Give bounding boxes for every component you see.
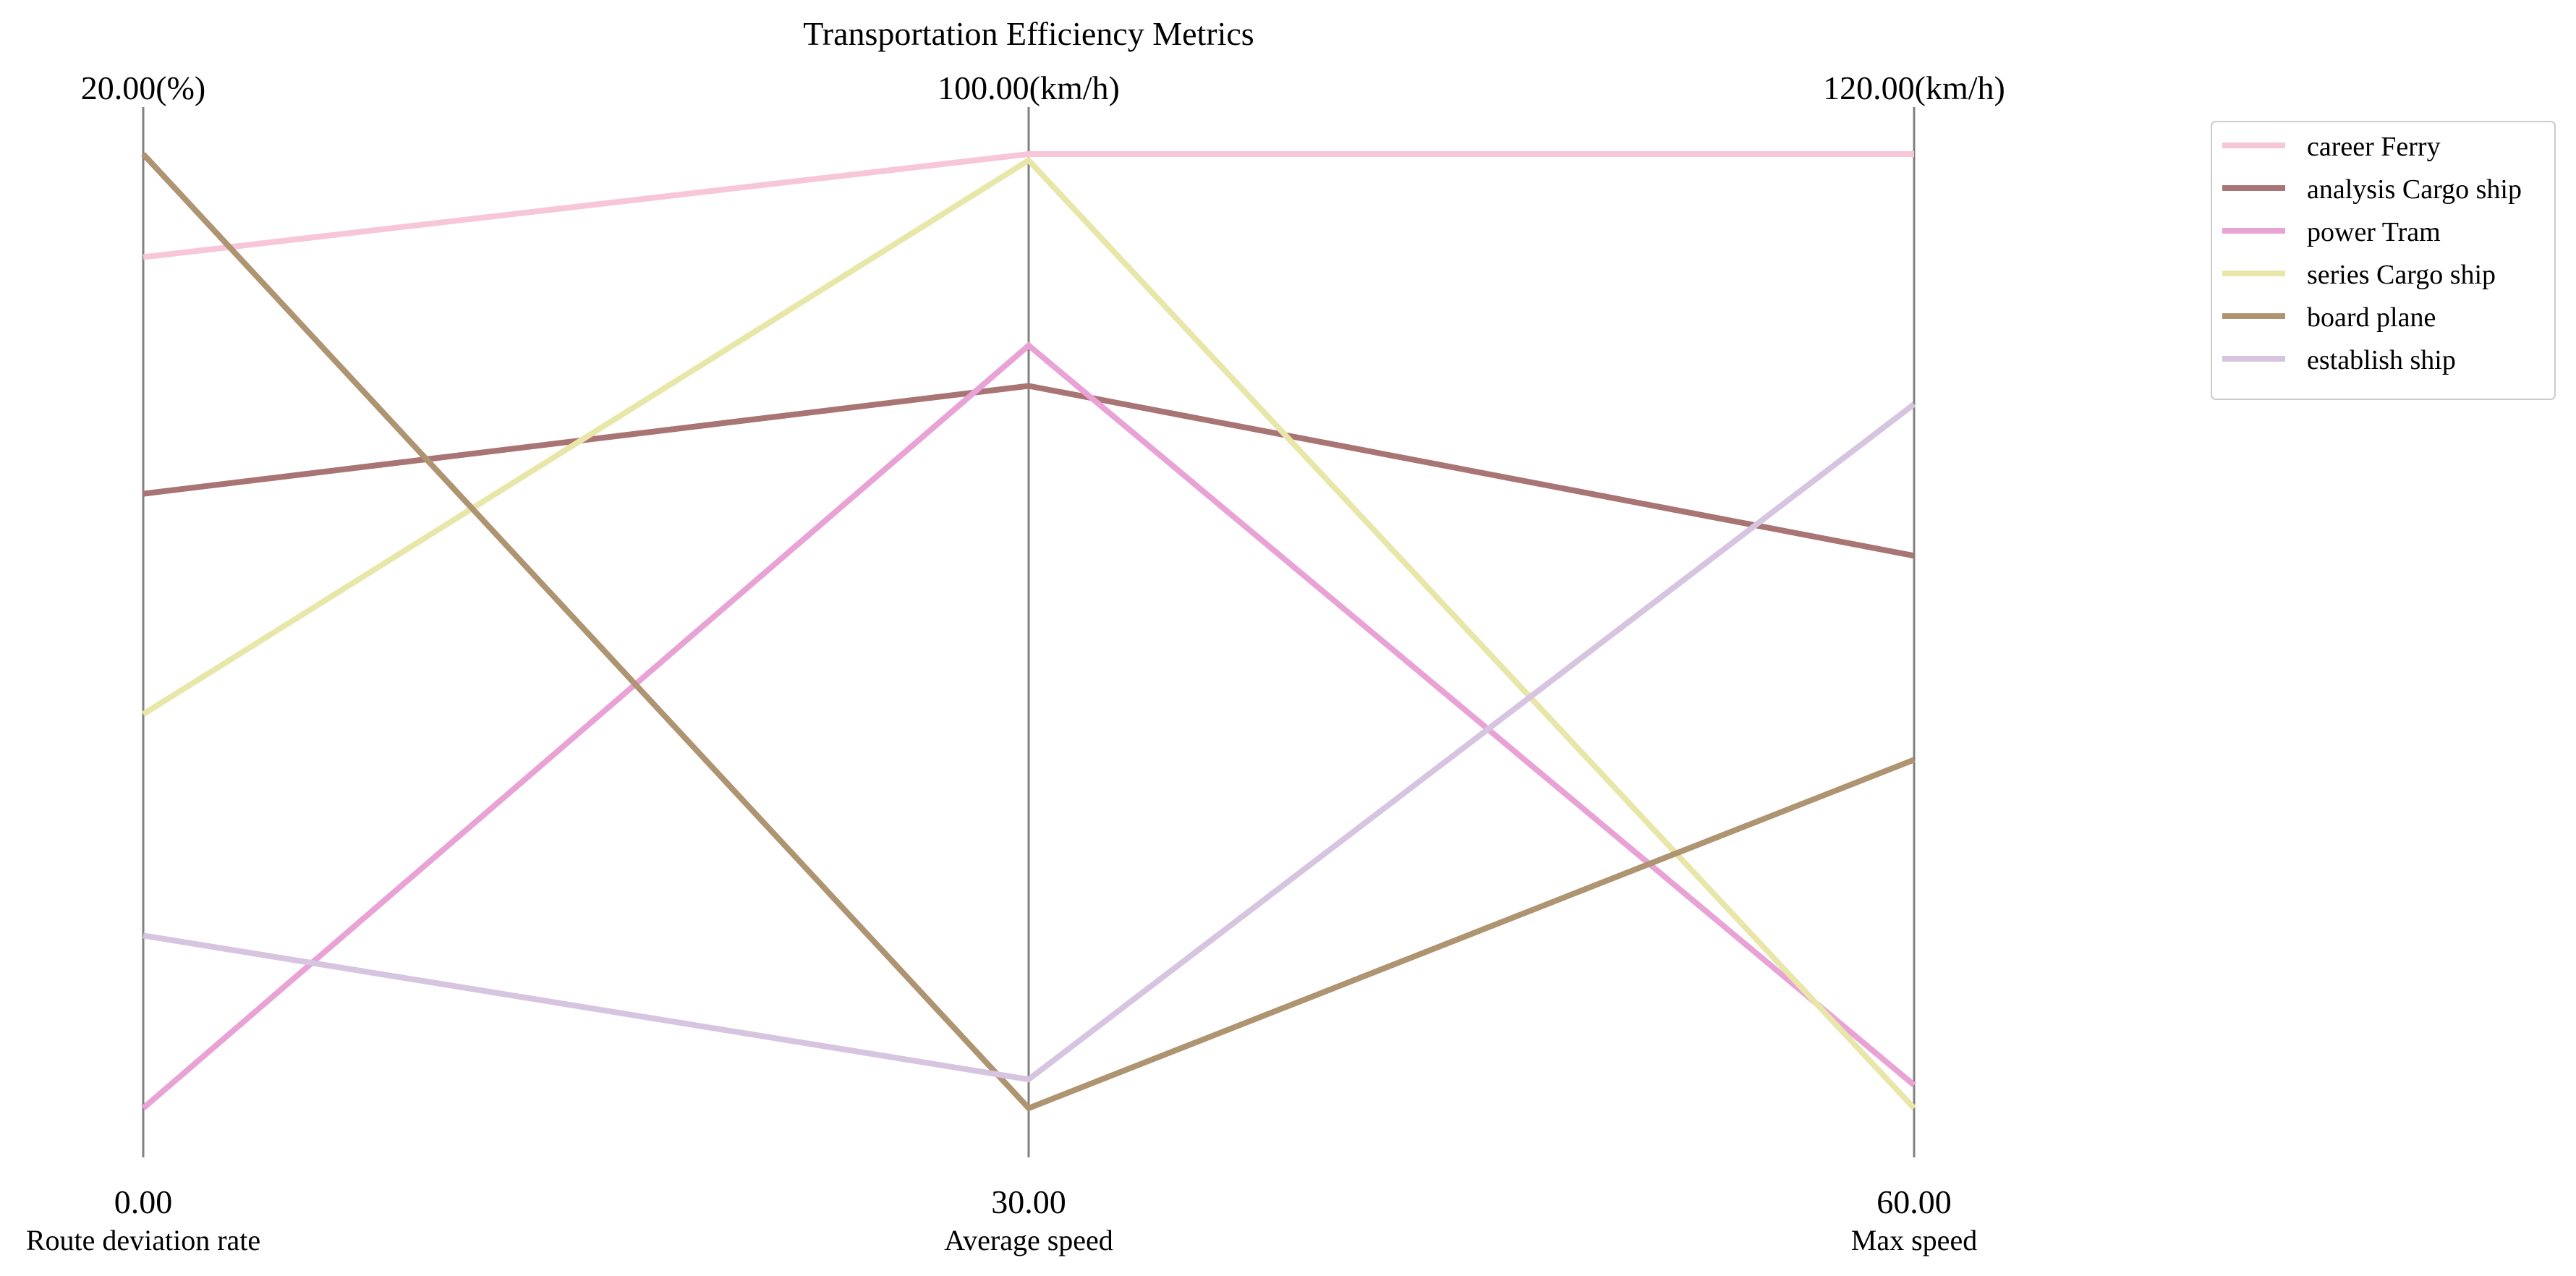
legend-label: series Cargo ship — [2307, 260, 2496, 290]
axis-route-deviation-rate: 20.00(%) 0.00 Route deviation rate — [26, 69, 260, 1256]
series-line-series-cargo-ship — [141, 156, 1916, 1110]
legend-item: series Cargo ship — [2222, 260, 2496, 290]
axis-title: Max speed — [1851, 1224, 1977, 1256]
series-lines-layer — [141, 151, 1916, 1112]
axis-max-speed: 120.00(km/h) 60.00 Max speed — [1823, 69, 2005, 1256]
series-line-career-ferry — [143, 151, 1914, 260]
legend-item: establish ship — [2222, 345, 2456, 375]
legend: career Ferry analysis Cargo ship power Tra… — [2211, 121, 2556, 400]
legend-label: career Ferry — [2307, 132, 2441, 162]
legend-label: analysis Cargo ship — [2307, 174, 2522, 205]
legend-item: board plane — [2222, 302, 2436, 333]
axis-min-label: 60.00 — [1876, 1183, 1952, 1220]
legend-item: analysis Cargo ship — [2222, 174, 2522, 205]
legend-label: board plane — [2307, 302, 2436, 333]
legend-item: career Ferry — [2222, 132, 2441, 162]
series-line-board-plane — [141, 152, 1916, 1112]
axis-max-label: 120.00(km/h) — [1823, 69, 2005, 106]
axis-title: Average speed — [944, 1224, 1113, 1256]
series-line-analysis-cargo-ship — [143, 383, 1915, 559]
legend-label: establish ship — [2307, 345, 2456, 375]
axis-max-label: 100.00(km/h) — [938, 69, 1120, 106]
legend-frame — [2211, 121, 2556, 400]
series-line-power-tram — [141, 341, 1916, 1111]
legend-item: power Tram — [2222, 217, 2441, 247]
axis-min-label: 0.00 — [114, 1183, 173, 1220]
series-line-establish-ship — [143, 401, 1916, 1083]
axes-layer: 20.00(%) 0.00 Route deviation rate 100.00(k… — [26, 69, 2005, 1256]
axis-max-label: 20.00(%) — [81, 69, 205, 106]
axis-average-speed: 100.00(km/h) 30.00 Average speed — [938, 69, 1120, 1256]
legend-label: power Tram — [2307, 217, 2441, 247]
chart-title: Transportation Efficiency Metrics — [803, 15, 1254, 52]
axis-title: Route deviation rate — [26, 1224, 260, 1256]
axis-min-label: 30.00 — [991, 1183, 1066, 1220]
